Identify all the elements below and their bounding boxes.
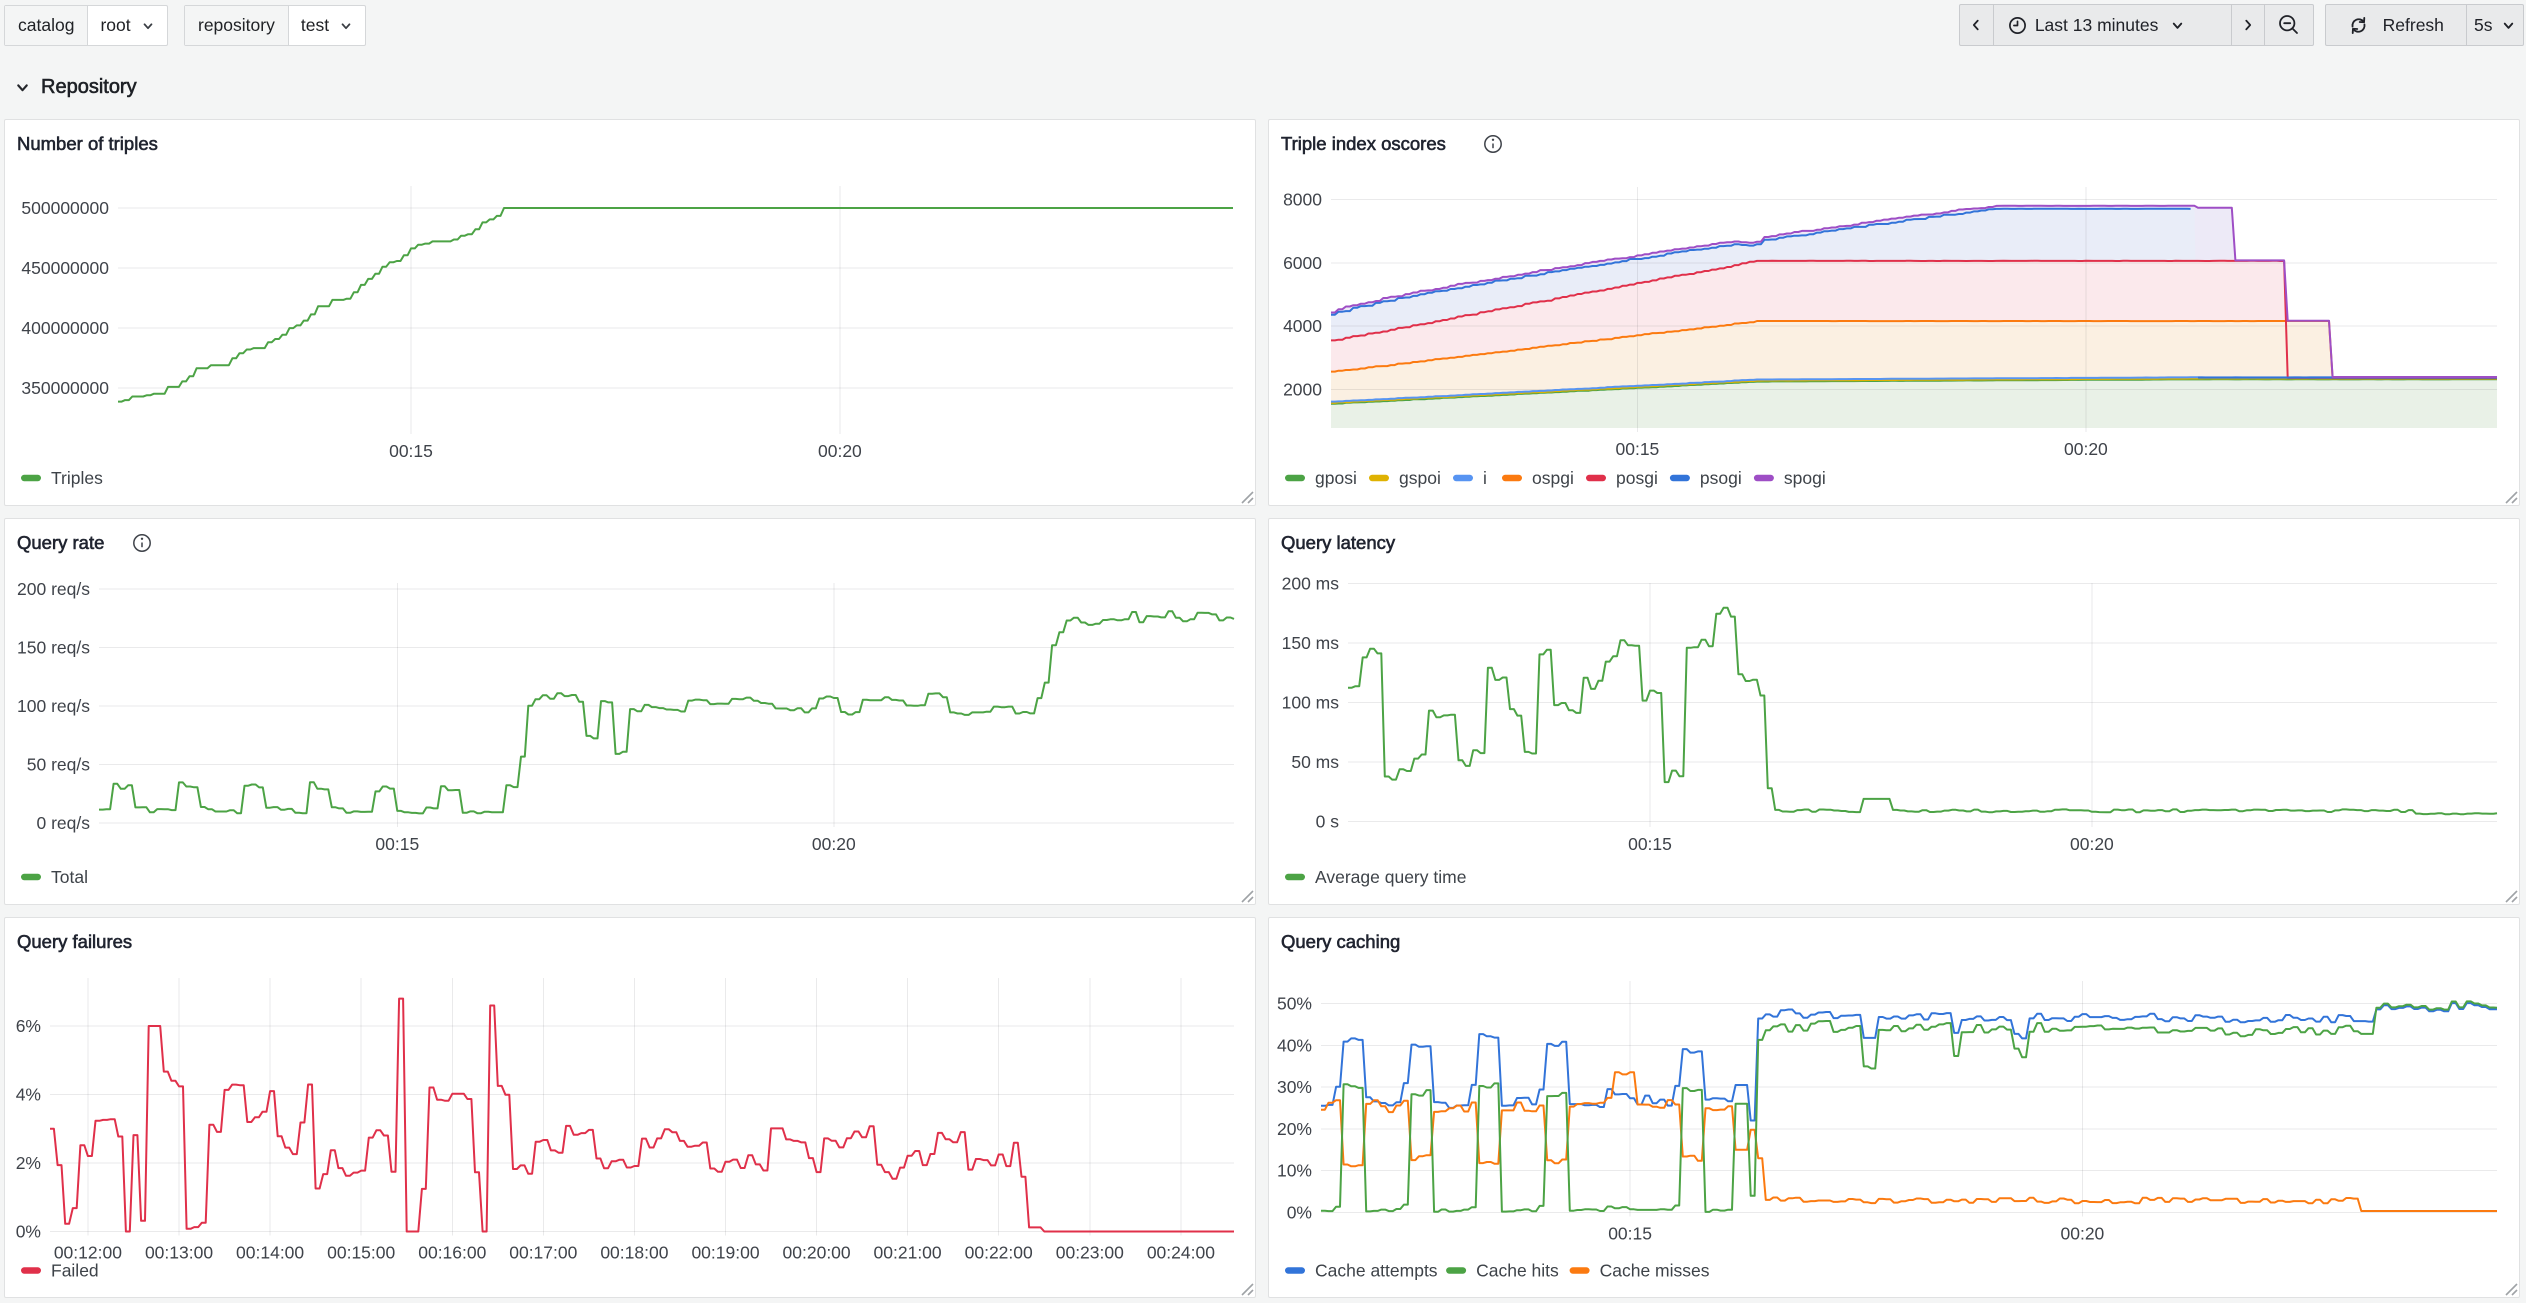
svg-text:00:19:00: 00:19:00 bbox=[691, 1243, 759, 1263]
svg-text:posgi: posgi bbox=[1616, 468, 1658, 488]
svg-text:200 ms: 200 ms bbox=[1282, 574, 1340, 594]
svg-text:50%: 50% bbox=[1277, 994, 1312, 1014]
svg-text:00:13:00: 00:13:00 bbox=[145, 1243, 213, 1263]
svg-text:00:15: 00:15 bbox=[1608, 1224, 1652, 1244]
svg-text:00:12:00: 00:12:00 bbox=[54, 1243, 122, 1263]
svg-text:0 req/s: 0 req/s bbox=[37, 813, 91, 833]
svg-text:Cache hits: Cache hits bbox=[1476, 1261, 1559, 1281]
svg-text:00:20: 00:20 bbox=[2061, 1224, 2105, 1244]
svg-text:8000: 8000 bbox=[1283, 190, 1322, 210]
svg-text:10%: 10% bbox=[1277, 1161, 1312, 1181]
svg-text:00:24:00: 00:24:00 bbox=[1147, 1243, 1215, 1263]
svg-text:00:18:00: 00:18:00 bbox=[600, 1243, 668, 1263]
svg-text:0%: 0% bbox=[1287, 1203, 1312, 1223]
svg-text:450000000: 450000000 bbox=[21, 258, 109, 278]
svg-text:100 ms: 100 ms bbox=[1282, 693, 1340, 713]
svg-text:00:23:00: 00:23:00 bbox=[1056, 1243, 1124, 1263]
svg-text:Cache misses: Cache misses bbox=[1600, 1261, 1710, 1281]
svg-text:30%: 30% bbox=[1277, 1077, 1312, 1097]
svg-text:Cache attempts: Cache attempts bbox=[1315, 1261, 1438, 1281]
svg-text:00:17:00: 00:17:00 bbox=[509, 1243, 577, 1263]
svg-text:Query caching: Query caching bbox=[1281, 931, 1400, 952]
svg-text:gposi: gposi bbox=[1315, 468, 1357, 488]
svg-text:Failed: Failed bbox=[51, 1261, 99, 1281]
svg-text:350000000: 350000000 bbox=[21, 378, 109, 398]
svg-text:00:20: 00:20 bbox=[818, 441, 862, 461]
svg-text:Triple index oscores: Triple index oscores bbox=[1281, 133, 1446, 154]
svg-text:Number of triples: Number of triples bbox=[17, 133, 158, 154]
svg-text:00:15:00: 00:15:00 bbox=[327, 1243, 395, 1263]
svg-text:0%: 0% bbox=[16, 1222, 41, 1242]
svg-text:Query rate: Query rate bbox=[17, 532, 104, 553]
svg-text:00:16:00: 00:16:00 bbox=[418, 1243, 486, 1263]
svg-text:20%: 20% bbox=[1277, 1119, 1312, 1139]
svg-text:Average query time: Average query time bbox=[1315, 867, 1466, 887]
svg-text:00:20: 00:20 bbox=[2070, 834, 2114, 854]
svg-text:i: i bbox=[1483, 468, 1487, 488]
svg-text:4000: 4000 bbox=[1283, 316, 1322, 336]
svg-text:400000000: 400000000 bbox=[21, 318, 109, 338]
svg-text:2000: 2000 bbox=[1283, 379, 1322, 399]
svg-text:Triples: Triples bbox=[51, 468, 103, 488]
svg-text:00:21:00: 00:21:00 bbox=[874, 1243, 942, 1263]
svg-text:gspoi: gspoi bbox=[1399, 468, 1441, 488]
svg-text:00:15: 00:15 bbox=[1616, 439, 1660, 459]
svg-text:00:15: 00:15 bbox=[389, 441, 433, 461]
svg-text:40%: 40% bbox=[1277, 1035, 1312, 1055]
svg-text:500000000: 500000000 bbox=[21, 198, 109, 218]
svg-text:00:22:00: 00:22:00 bbox=[965, 1243, 1033, 1263]
svg-text:150 req/s: 150 req/s bbox=[17, 638, 90, 658]
svg-text:00:20: 00:20 bbox=[2064, 439, 2108, 459]
svg-text:2%: 2% bbox=[16, 1153, 41, 1173]
svg-text:Query latency: Query latency bbox=[1281, 532, 1396, 553]
svg-text:spogi: spogi bbox=[1784, 468, 1826, 488]
svg-text:6000: 6000 bbox=[1283, 253, 1322, 273]
svg-text:00:15: 00:15 bbox=[1628, 834, 1672, 854]
svg-text:50 ms: 50 ms bbox=[1291, 752, 1339, 772]
svg-text:50 req/s: 50 req/s bbox=[27, 755, 90, 775]
svg-text:200 req/s: 200 req/s bbox=[17, 579, 90, 599]
svg-text:00:20:00: 00:20:00 bbox=[783, 1243, 851, 1263]
svg-text:Query failures: Query failures bbox=[17, 931, 132, 952]
svg-text:100 req/s: 100 req/s bbox=[17, 696, 90, 716]
svg-text:Total: Total bbox=[51, 867, 88, 887]
svg-text:psogi: psogi bbox=[1700, 468, 1742, 488]
svg-text:00:14:00: 00:14:00 bbox=[236, 1243, 304, 1263]
svg-text:6%: 6% bbox=[16, 1016, 41, 1036]
svg-text:4%: 4% bbox=[16, 1085, 41, 1105]
svg-text:00:20: 00:20 bbox=[812, 834, 856, 854]
svg-text:ospgi: ospgi bbox=[1532, 468, 1574, 488]
svg-text:0 s: 0 s bbox=[1316, 812, 1340, 832]
svg-text:150 ms: 150 ms bbox=[1282, 633, 1340, 653]
svg-text:00:15: 00:15 bbox=[375, 834, 419, 854]
